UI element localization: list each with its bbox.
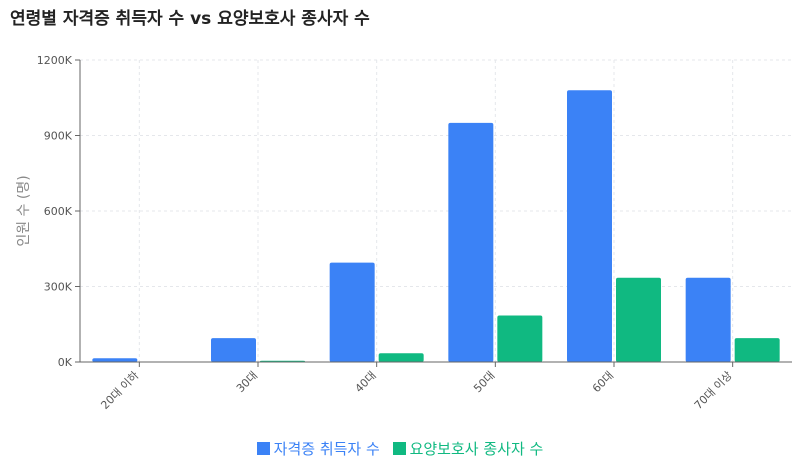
legend: 자격증 취득자 수 요양보호사 종사자 수 <box>0 438 800 459</box>
bar-series-2 <box>734 338 780 362</box>
x-tick-label: 20대 이하 <box>98 368 142 412</box>
legend-item-series-2[interactable]: 요양보호사 종사자 수 <box>392 438 544 459</box>
x-tick-label: 60대 <box>590 369 616 395</box>
x-tick-label: 30대 <box>234 369 260 395</box>
bar-series-1 <box>685 277 731 362</box>
bar-series-1 <box>329 262 375 362</box>
x-tick-label: 70대 이상 <box>692 369 735 412</box>
legend-item-series-1[interactable]: 자격증 취득자 수 <box>256 438 380 459</box>
y-axis-label: 인원 수 (명) <box>16 175 32 246</box>
x-tick-label: 40대 <box>353 369 379 395</box>
bar-series-2 <box>497 315 543 362</box>
bar-series-2 <box>616 277 661 362</box>
legend-swatch-series-2 <box>392 442 406 455</box>
legend-swatch-series-1 <box>256 442 270 455</box>
legend-label-series-2: 요양보호사 종사자 수 <box>409 440 544 458</box>
y-tick-label: 600K <box>44 205 73 218</box>
bar-series-1 <box>211 338 256 362</box>
bar-series-1 <box>448 122 494 363</box>
legend-label-series-1: 자격증 취득자 수 <box>273 440 380 458</box>
y-tick-label: 300K <box>44 281 73 294</box>
x-tick-label: 50대 <box>471 369 497 395</box>
y-tick-label: 900K <box>44 130 73 143</box>
chart-title: 연령별 자격증 취득자 수 vs 요양보호사 종사자 수 <box>10 9 370 29</box>
bar-series-1 <box>567 90 612 362</box>
bar-series-2 <box>378 353 424 362</box>
y-tick-label: 0K <box>58 356 73 369</box>
bar-series-1 <box>92 358 138 362</box>
y-tick-label: 1200K <box>37 54 73 67</box>
